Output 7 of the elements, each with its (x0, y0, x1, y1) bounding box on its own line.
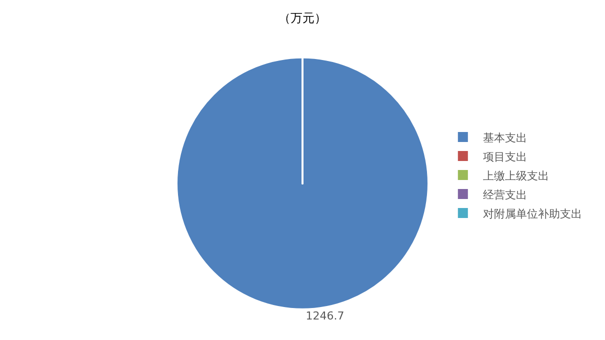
legend-label: 上缴上级支出 (482, 169, 549, 182)
data-label: 1246.7 (306, 309, 344, 322)
legend-label: 基本支出 (482, 131, 527, 144)
legend-label: 项目支出 (482, 150, 527, 164)
legend-label: 对附属单位补助支出 (482, 207, 582, 220)
legend-label: 经营支出 (482, 188, 527, 202)
chart-title: （万元） (278, 11, 326, 25)
